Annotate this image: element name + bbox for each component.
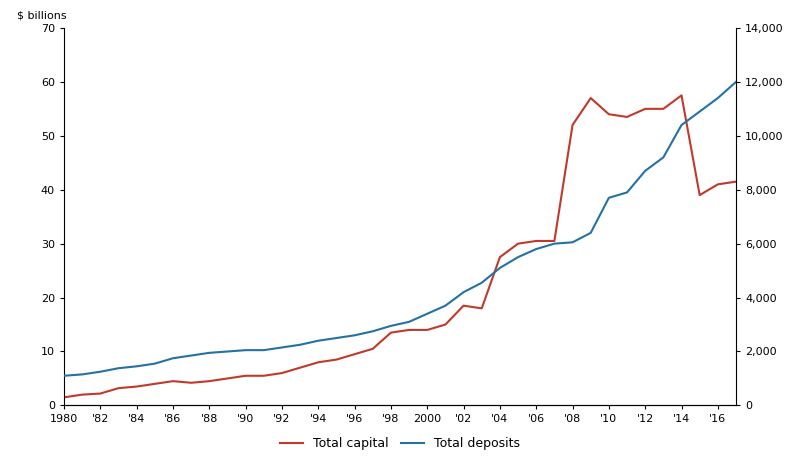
Total deposits	[132, 363, 142, 369]
Total capital	[568, 122, 578, 128]
Total capital	[150, 381, 160, 387]
Total capital	[404, 327, 414, 333]
Total capital	[78, 392, 87, 397]
Total deposits	[332, 335, 342, 341]
Total capital	[132, 384, 142, 390]
Total capital	[277, 370, 286, 376]
Total capital	[114, 385, 123, 391]
Total capital	[640, 106, 650, 112]
Total deposits	[731, 79, 741, 85]
Total deposits	[368, 329, 378, 334]
Total capital	[241, 373, 250, 378]
Total deposits	[477, 280, 486, 286]
Total deposits	[95, 369, 105, 375]
Total deposits	[495, 265, 505, 271]
Total capital	[622, 114, 632, 120]
Total capital	[186, 380, 196, 385]
Total deposits	[550, 241, 559, 247]
Total capital	[259, 373, 269, 378]
Total capital	[604, 111, 614, 117]
Total capital	[168, 378, 178, 384]
Total deposits	[350, 333, 359, 338]
Total deposits	[386, 323, 396, 329]
Total deposits	[168, 356, 178, 361]
Line: Total deposits: Total deposits	[64, 82, 736, 376]
Total deposits	[514, 254, 523, 260]
Total capital	[677, 93, 686, 98]
Total capital	[695, 192, 705, 198]
Total deposits	[314, 338, 323, 343]
Total capital	[658, 106, 668, 112]
Total capital	[368, 346, 378, 351]
Total deposits	[277, 345, 286, 350]
Total capital	[514, 241, 523, 247]
Total deposits	[568, 240, 578, 245]
Total capital	[441, 322, 450, 327]
Total deposits	[458, 289, 468, 295]
Total capital	[422, 327, 432, 333]
Total capital	[205, 378, 214, 384]
Total deposits	[658, 155, 668, 160]
Total deposits	[695, 109, 705, 114]
Total capital	[458, 303, 468, 308]
Total capital	[222, 376, 232, 381]
Total capital	[314, 359, 323, 365]
Total deposits	[78, 371, 87, 377]
Total deposits	[241, 347, 250, 353]
Legend: Total capital, Total deposits: Total capital, Total deposits	[275, 432, 525, 455]
Total capital	[350, 351, 359, 357]
Total deposits	[295, 342, 305, 348]
Total deposits	[640, 168, 650, 174]
Total capital	[332, 357, 342, 363]
Total capital	[531, 238, 541, 244]
Total deposits	[150, 361, 160, 366]
Total deposits	[59, 373, 69, 378]
Total capital	[59, 395, 69, 400]
Total deposits	[114, 365, 123, 371]
Total deposits	[259, 347, 269, 353]
Total deposits	[222, 349, 232, 354]
Total capital	[731, 179, 741, 185]
Total deposits	[586, 230, 595, 236]
Total capital	[550, 238, 559, 244]
Total deposits	[713, 95, 722, 101]
Total deposits	[404, 319, 414, 325]
Total deposits	[186, 353, 196, 358]
Total capital	[295, 365, 305, 370]
Total capital	[713, 182, 722, 187]
Total deposits	[441, 303, 450, 308]
Total deposits	[622, 190, 632, 195]
Total deposits	[677, 122, 686, 128]
Total capital	[477, 306, 486, 311]
Total capital	[95, 391, 105, 397]
Total capital	[586, 95, 595, 101]
Total capital	[495, 254, 505, 260]
Total deposits	[422, 311, 432, 316]
Line: Total capital: Total capital	[64, 96, 736, 397]
Total deposits	[531, 246, 541, 252]
Y-axis label: $ billions: $ billions	[17, 10, 66, 21]
Total capital	[386, 330, 396, 336]
Total deposits	[205, 350, 214, 356]
Total deposits	[604, 195, 614, 200]
